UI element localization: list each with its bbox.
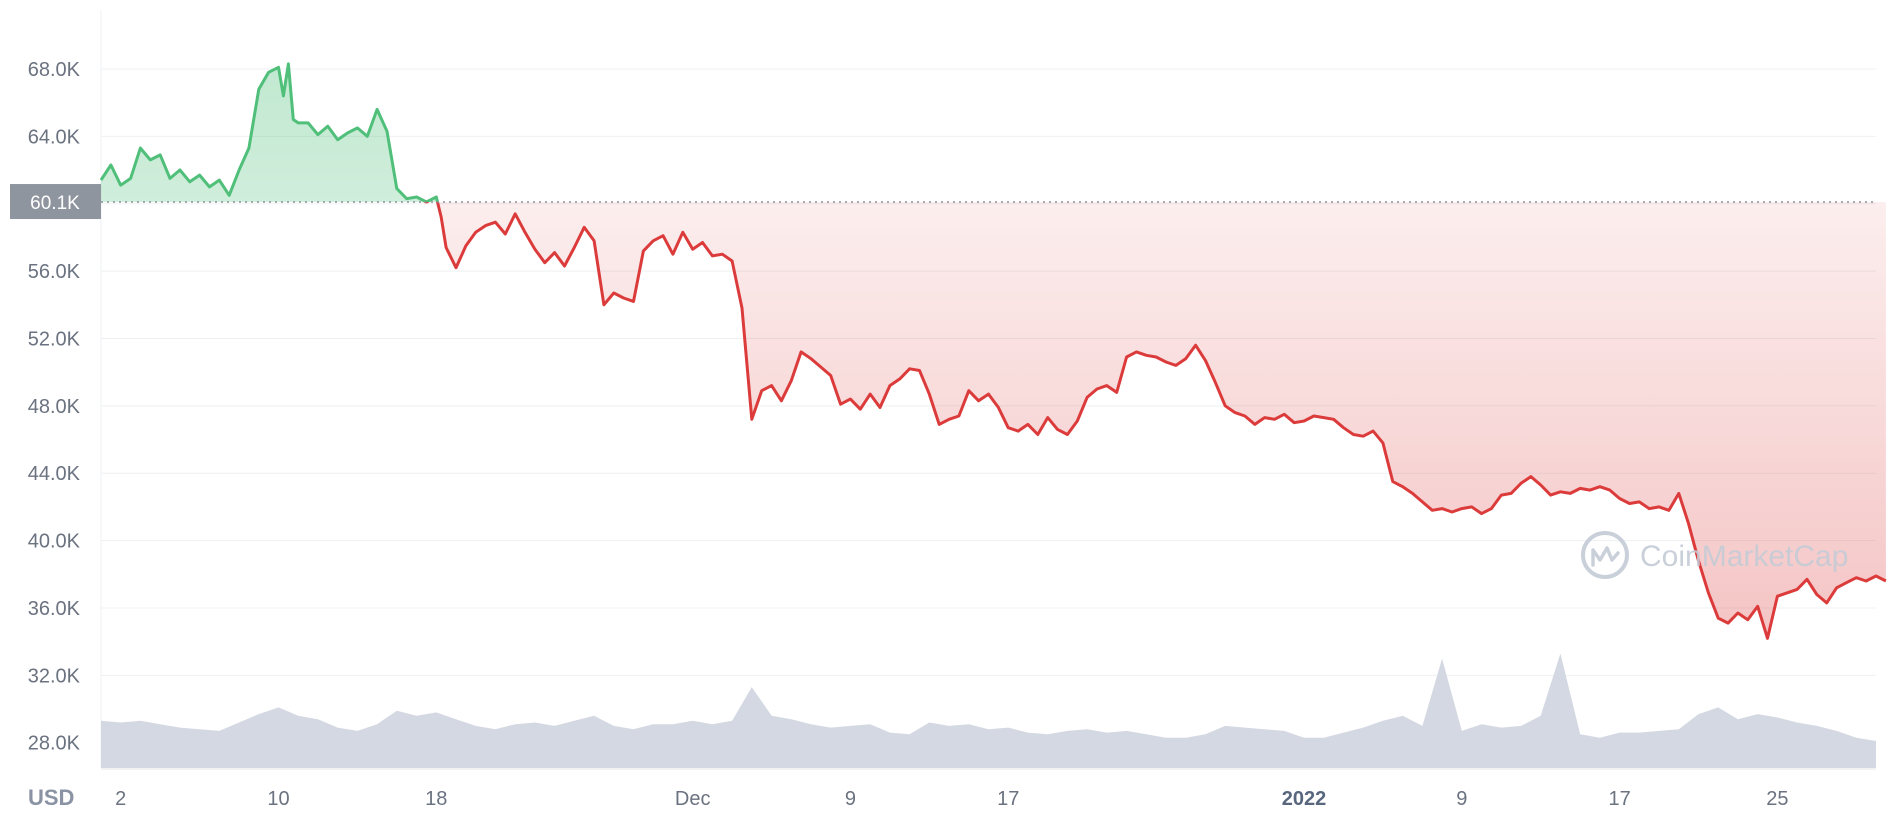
- y-tick-label: 40.0K: [28, 531, 81, 553]
- price-line-up[interactable]: [99, 62, 1886, 638]
- x-tick-label: 17: [1608, 788, 1630, 810]
- y-tick-label: 32.0K: [28, 665, 81, 687]
- reference-label-bg: [10, 184, 101, 220]
- coinmarketcap-logo-mark: [1591, 546, 1620, 567]
- price-area-down: [437, 202, 1886, 639]
- y-tick-label: 36.0K: [28, 598, 81, 620]
- x-tick-label: 2022: [1282, 788, 1327, 810]
- y-tick-label: 28.0K: [28, 733, 81, 755]
- coinmarketcap-logo-icon: [1581, 531, 1629, 579]
- reference-label: 60.1K: [30, 193, 80, 214]
- watermark-text: CoinMarketCap: [1640, 540, 1848, 573]
- y-tick-label: 68.0K: [28, 59, 81, 81]
- volume-area: [101, 653, 1876, 768]
- currency-unit-label: USD: [28, 785, 74, 810]
- x-tick-label: 2: [115, 788, 126, 810]
- x-tick-label: 10: [267, 788, 289, 810]
- watermark: CoinMarketCap: [1581, 531, 1848, 579]
- x-tick-label: 9: [1456, 788, 1467, 810]
- x-tick-label: 9: [845, 788, 856, 810]
- x-tick-label: 25: [1766, 788, 1788, 810]
- y-tick-label: 64.0K: [28, 126, 81, 148]
- x-tick-label: Dec: [675, 788, 711, 810]
- y-tick-label: 52.0K: [28, 328, 81, 350]
- x-tick-label: 18: [425, 788, 447, 810]
- x-tick-label: 17: [997, 788, 1019, 810]
- y-tick-label: 56.0K: [28, 261, 81, 283]
- y-tick-label: 48.0K: [28, 396, 81, 418]
- price-line-down[interactable]: [101, 64, 1887, 640]
- y-tick-label: 44.0K: [28, 463, 81, 485]
